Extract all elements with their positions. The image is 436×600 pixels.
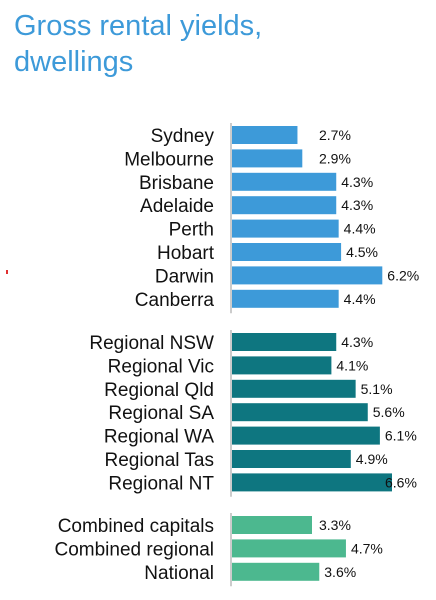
value-label: 4.3%	[341, 174, 373, 190]
bar	[232, 243, 342, 261]
category-label: Adelaide	[140, 196, 214, 217]
chart-title-line-1: Gross rental yields,	[14, 10, 263, 42]
value-label: 6.2%	[387, 267, 419, 283]
value-label: 3.6%	[324, 564, 356, 580]
edge-mark	[6, 270, 8, 274]
category-label: Regional WA	[104, 427, 215, 448]
value-label: 4.1%	[336, 357, 368, 373]
bar	[232, 356, 332, 375]
value-label: 2.7%	[319, 127, 351, 143]
category-label: Canberra	[135, 290, 215, 311]
value-label: 4.3%	[341, 334, 373, 350]
bar	[232, 450, 351, 468]
bar	[232, 219, 339, 238]
value-label: 2.9%	[319, 150, 351, 166]
value-label: 5.1%	[361, 381, 393, 397]
category-label: Combined capitals	[58, 516, 214, 537]
category-label: Regional Vic	[108, 356, 214, 377]
value-label: 6.6%	[385, 474, 417, 490]
bar	[232, 516, 312, 534]
category-label: Regional NSW	[89, 333, 214, 354]
value-label: 4.3%	[341, 197, 373, 213]
value-label: 5.6%	[373, 404, 405, 420]
category-label: Regional Qld	[104, 380, 214, 401]
value-label: 6.1%	[385, 428, 417, 444]
category-label: National	[144, 563, 214, 584]
bar	[232, 379, 356, 398]
chart-title: Gross rental yields, dwellings	[14, 8, 424, 80]
bar	[232, 196, 337, 215]
bar	[232, 172, 337, 191]
value-label: 3.3%	[319, 517, 351, 533]
bar	[232, 266, 383, 285]
category-label: Regional Tas	[104, 450, 214, 471]
value-label: 4.5%	[346, 244, 378, 260]
bar	[232, 562, 320, 581]
category-label: Darwin	[155, 266, 214, 287]
bar	[232, 149, 303, 168]
category-label: Sydney	[151, 126, 215, 147]
value-label: 4.7%	[351, 540, 383, 556]
category-label: Hobart	[157, 243, 215, 264]
bar	[232, 126, 298, 144]
bar	[232, 333, 337, 351]
category-label: Regional SA	[108, 403, 214, 424]
bar	[232, 426, 380, 445]
value-label: 4.4%	[344, 291, 376, 307]
bar	[232, 473, 392, 492]
category-label: Brisbane	[139, 173, 214, 194]
category-label: Melbourne	[124, 149, 214, 170]
bar	[232, 539, 346, 558]
category-label: Regional NT	[108, 473, 214, 494]
bar	[232, 403, 368, 422]
value-label: 4.4%	[344, 221, 376, 237]
category-label: Perth	[169, 220, 214, 241]
value-label: 4.9%	[356, 451, 388, 467]
bar	[232, 289, 339, 308]
category-label: Combined regional	[55, 539, 215, 560]
chart-title-line-2: dwellings	[14, 46, 134, 78]
